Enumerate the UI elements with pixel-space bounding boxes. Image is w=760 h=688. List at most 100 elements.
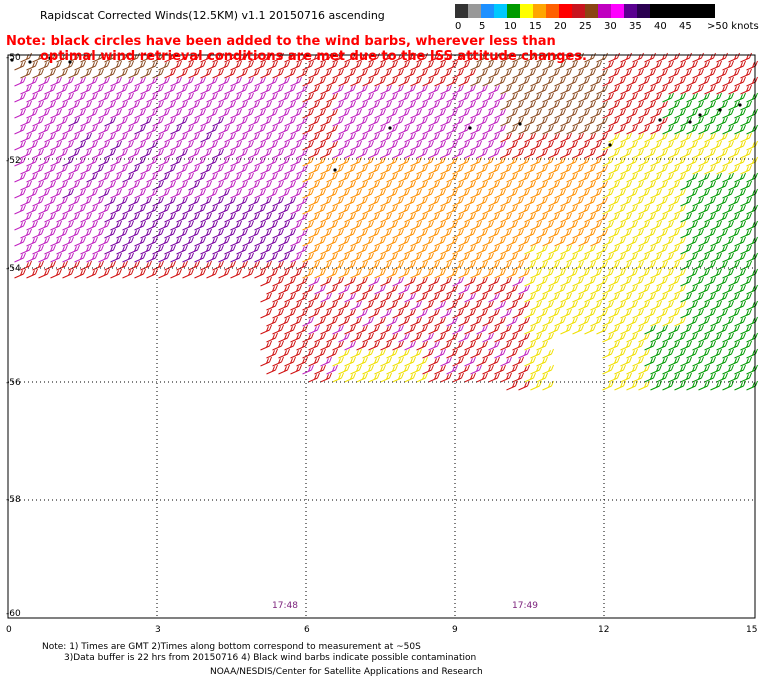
wind-barb <box>380 148 392 159</box>
wind-barb <box>134 124 146 135</box>
wind-barb <box>254 236 266 247</box>
wind-barb <box>230 172 242 183</box>
wind-barb <box>362 172 374 183</box>
wind-barb <box>146 156 158 167</box>
wind-barb <box>344 196 356 207</box>
wind-barb <box>668 100 680 111</box>
wind-barb <box>494 316 506 327</box>
wind-barb <box>62 124 74 135</box>
wind-barb <box>572 244 584 255</box>
wind-barb <box>626 332 638 343</box>
wind-barb <box>488 244 500 255</box>
wind-barb <box>710 300 722 311</box>
wind-barb <box>338 108 350 119</box>
wind-barb <box>488 340 500 351</box>
wind-barb <box>38 60 50 71</box>
wind-barb <box>326 92 338 103</box>
wind-barb <box>482 204 494 215</box>
wind-barb <box>260 100 272 111</box>
wind-barb <box>446 220 458 231</box>
wind-barb <box>698 316 710 327</box>
wind-barb <box>428 148 440 159</box>
wind-barb <box>614 380 626 391</box>
legend-swatch <box>663 4 676 18</box>
wind-barb <box>512 324 524 335</box>
wind-barb <box>350 300 362 311</box>
wind-barb <box>428 68 440 79</box>
wind-barb <box>698 156 710 167</box>
wind-barb <box>374 348 386 359</box>
wind-barb <box>686 332 698 343</box>
wind-barb <box>500 212 512 223</box>
wind-barb <box>542 284 554 295</box>
wind-barb <box>650 364 662 375</box>
wind-barb <box>668 212 680 223</box>
wind-barb <box>518 140 530 151</box>
note-line-1: Note: black circles have been added to t… <box>6 34 556 49</box>
wind-barb <box>542 364 554 375</box>
wind-barb <box>536 356 548 367</box>
wind-barb <box>662 364 674 375</box>
wind-barb <box>602 76 614 87</box>
wind-barb <box>662 156 674 167</box>
wind-barb <box>614 156 626 167</box>
wind-barb <box>722 204 734 215</box>
wind-barb <box>722 236 734 247</box>
wind-barb <box>290 332 302 343</box>
wind-barb <box>650 284 662 295</box>
wind-barb <box>74 76 86 87</box>
wind-barb <box>662 252 674 263</box>
wind-barb <box>332 180 344 191</box>
wind-barb <box>68 244 80 255</box>
wind-barb <box>236 212 248 223</box>
wind-barb <box>476 228 488 239</box>
wind-barb <box>674 316 686 327</box>
wind-barb <box>200 116 212 127</box>
wind-barb <box>680 148 692 159</box>
quality-flag-dot <box>608 143 612 147</box>
wind-barb <box>572 68 584 79</box>
wind-barb <box>140 164 152 175</box>
wind-barb <box>692 52 704 63</box>
wind-barb <box>698 76 710 87</box>
wind-barb <box>80 84 92 95</box>
wind-barb <box>362 156 374 167</box>
wind-barb <box>128 260 140 271</box>
wind-barb <box>38 172 50 183</box>
wind-barb <box>710 124 722 135</box>
wind-barb <box>560 212 572 223</box>
wind-barb <box>56 68 68 79</box>
legend-color-bar <box>455 4 715 18</box>
lon-label: 3 <box>155 625 161 635</box>
wind-barb <box>32 244 44 255</box>
wind-barb <box>716 180 728 191</box>
wind-barb <box>704 164 716 175</box>
wind-barb <box>440 68 452 79</box>
wind-barb <box>140 260 152 271</box>
wind-barb <box>482 268 494 279</box>
wind-barb <box>422 108 434 119</box>
wind-barb <box>464 148 476 159</box>
wind-barb <box>512 68 524 79</box>
wind-barb <box>254 204 266 215</box>
wind-barb <box>644 100 656 111</box>
wind-barb <box>410 220 422 231</box>
wind-barb <box>530 188 542 199</box>
wind-barb <box>332 100 344 111</box>
wind-barb <box>110 268 122 279</box>
wind-barb <box>158 188 170 199</box>
wind-barb <box>362 300 374 311</box>
wind-barb <box>302 348 314 359</box>
wind-barb <box>578 220 590 231</box>
wind-barb <box>632 308 644 319</box>
wind-barb <box>296 212 308 223</box>
wind-barb <box>542 108 554 119</box>
wind-barb <box>56 196 68 207</box>
wind-barb <box>704 196 716 207</box>
wind-barb <box>374 124 386 135</box>
wind-barb <box>746 172 758 183</box>
wind-barb <box>392 244 404 255</box>
wind-barb <box>686 60 698 71</box>
wind-barb <box>596 100 608 111</box>
wind-barb <box>560 276 572 287</box>
